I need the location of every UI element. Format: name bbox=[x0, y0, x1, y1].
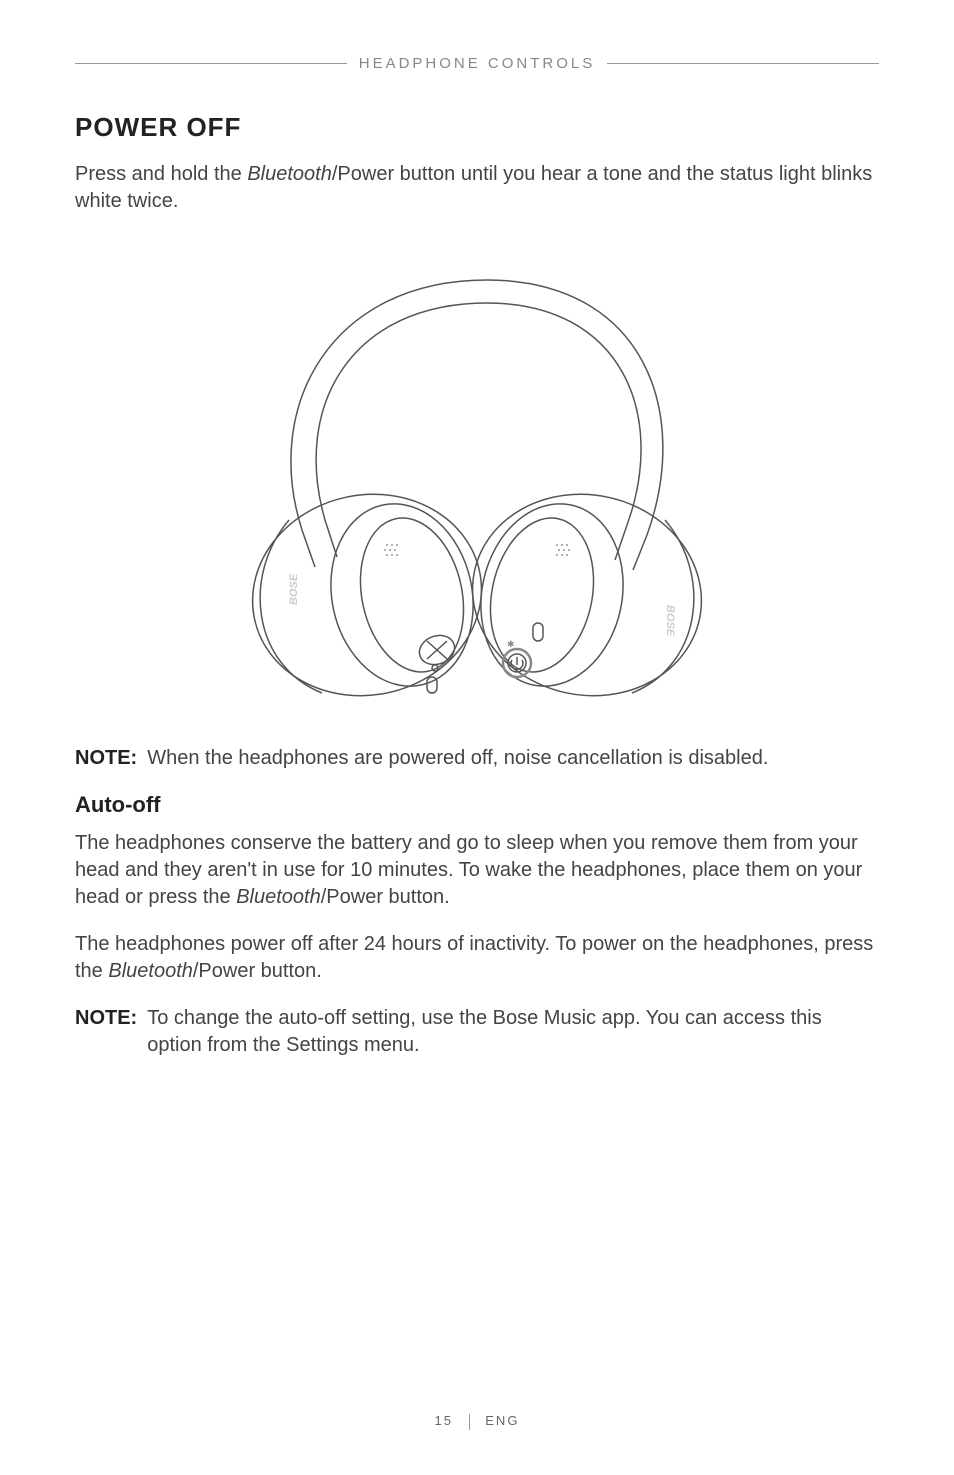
page-heading: POWER OFF bbox=[75, 112, 879, 143]
headphone-illustration: ✱ BOSE BOSE bbox=[75, 245, 879, 705]
intro-paragraph: Press and hold the Bluetooth/Power butto… bbox=[75, 161, 879, 215]
note-body-2: To change the auto-off setting, use the … bbox=[147, 1005, 879, 1059]
bluetooth-term-3: Bluetooth bbox=[108, 960, 193, 982]
footer-separator bbox=[469, 1414, 470, 1430]
footer-lang: ENG bbox=[485, 1413, 519, 1428]
para1-prefix: The headphones conserve the battery and … bbox=[75, 832, 862, 908]
svg-text:BOSE: BOSE bbox=[288, 573, 300, 605]
page-footer: 15 ENG bbox=[0, 1413, 954, 1430]
headphones-svg: ✱ BOSE BOSE bbox=[197, 245, 757, 705]
note-label: NOTE: bbox=[75, 745, 137, 772]
svg-text:BOSE: BOSE bbox=[664, 605, 676, 637]
bluetooth-term-2: Bluetooth bbox=[236, 886, 321, 908]
note-1: NOTE: When the headphones are powered of… bbox=[75, 745, 879, 772]
page-number: 15 bbox=[435, 1413, 453, 1428]
note-2: NOTE: To change the auto-off setting, us… bbox=[75, 1005, 879, 1059]
note-label-2: NOTE: bbox=[75, 1005, 137, 1059]
section-header: HEADPHONE CONTROLS bbox=[75, 55, 879, 72]
header-rule-right bbox=[607, 63, 879, 64]
autooff-paragraph-1: The headphones conserve the battery and … bbox=[75, 830, 879, 911]
section-title: HEADPHONE CONTROLS bbox=[347, 55, 608, 72]
svg-text:✱: ✱ bbox=[507, 639, 515, 649]
para2-suffix: /Power button. bbox=[193, 960, 322, 982]
sub-heading-autooff: Auto-off bbox=[75, 792, 879, 818]
note-body: When the headphones are powered off, noi… bbox=[147, 745, 879, 772]
para1-suffix: /Power button. bbox=[321, 886, 450, 908]
intro-text-prefix: Press and hold the bbox=[75, 163, 247, 185]
bluetooth-term: Bluetooth bbox=[247, 163, 332, 185]
autooff-paragraph-2: The headphones power off after 24 hours … bbox=[75, 931, 879, 985]
header-rule-left bbox=[75, 63, 347, 64]
